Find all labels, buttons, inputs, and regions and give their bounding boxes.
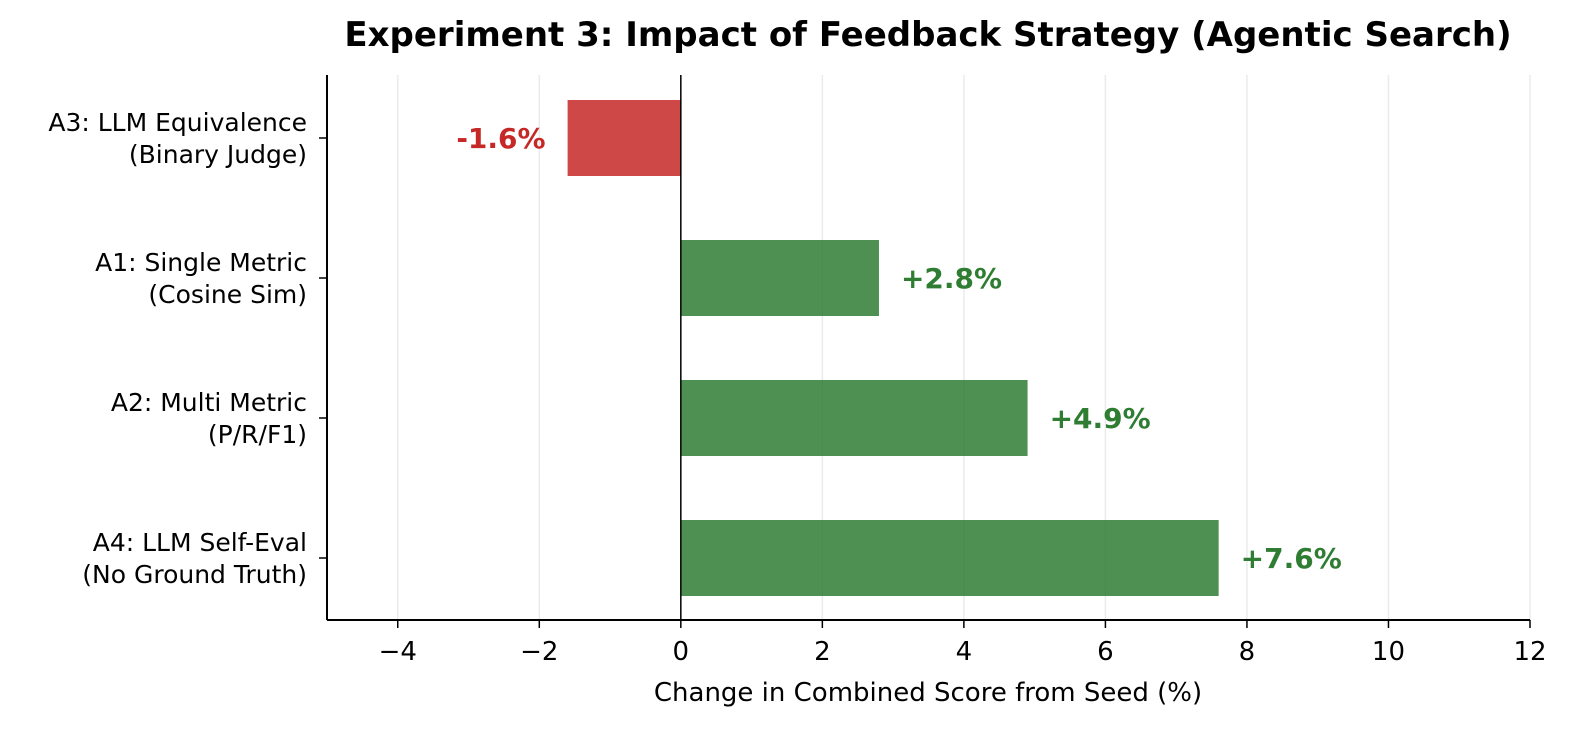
data-label: +7.6% [1241,542,1342,575]
data-label: +4.9% [1050,402,1151,435]
x-tick-label: 4 [956,637,973,667]
x-tick-label: 0 [673,637,690,667]
x-tick-label: 10 [1372,637,1405,667]
axes: −4 −2 0 2 4 6 8 10 12 A3: LLM Equivalence (Binary … [48,75,1547,667]
x-tick-label: 12 [1513,637,1546,667]
x-tick-label: 6 [1097,637,1114,667]
category-label: A4: LLM Self-Eval [93,528,307,557]
x-tick-label: −4 [379,637,417,667]
bar [680,380,1028,456]
bars [567,100,1219,596]
x-tick-label: 8 [1239,637,1256,667]
x-axis-label: Change in Combined Score from Seed (%) [654,678,1202,708]
category-label: A2: Multi Metric [111,388,307,417]
bar [567,100,681,176]
data-label: -1.6% [456,122,545,155]
x-tick-label: −2 [520,637,558,667]
category-label: A3: LLM Equivalence [48,108,307,137]
category-label: (Cosine Sim) [148,280,307,309]
data-labels: -1.6% +2.8% +4.9% +7.6% [456,122,1341,575]
category-label: A1: Single Metric [95,248,307,277]
grid-lines [397,75,1531,620]
x-tick-label: 2 [814,637,831,667]
category-label: (P/R/F1) [208,420,307,449]
data-label: +2.8% [901,262,1002,295]
category-label: (Binary Judge) [129,140,307,169]
bar [680,520,1219,596]
chart-title: Experiment 3: Impact of Feedback Strateg… [344,15,1511,55]
bar [680,240,879,316]
category-label: (No Ground Truth) [82,560,307,589]
